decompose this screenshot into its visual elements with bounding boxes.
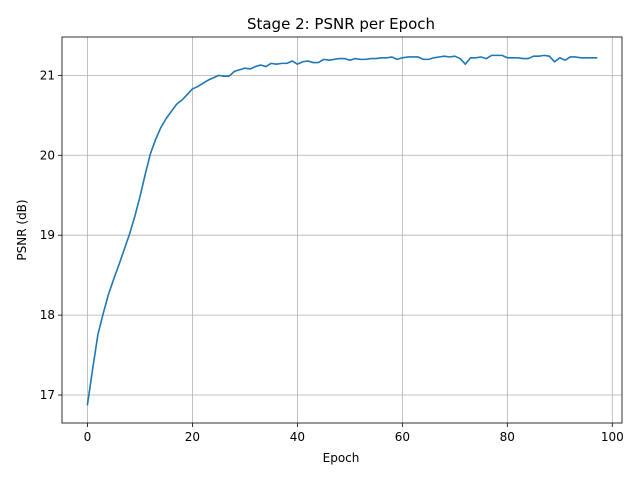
x-tick-label: 0 (84, 430, 92, 444)
x-tick-label: 60 (395, 430, 410, 444)
x-tick-label: 40 (290, 430, 305, 444)
x-tick-label: 100 (601, 430, 624, 444)
plot-frame (61, 36, 623, 424)
grid-lines (62, 37, 622, 423)
y-tick-label: 19 (40, 228, 55, 242)
x-tick-label: 20 (185, 430, 200, 444)
x-axis-label: Epoch (323, 451, 360, 465)
axis-ticks: 0 20 40 60 80 100 17 18 19 20 21 (40, 68, 624, 444)
y-tick-label: 18 (40, 308, 55, 322)
y-tick-label: 21 (40, 68, 55, 82)
x-tick-label: 80 (500, 430, 515, 444)
psnr-series-line (86, 54, 598, 406)
y-axis-label: PSNR (dB) (15, 199, 29, 260)
chart-title: Stage 2: PSNR per Epoch (247, 15, 435, 33)
y-tick-label: 17 (40, 388, 55, 402)
y-tick-label: 20 (40, 148, 55, 162)
